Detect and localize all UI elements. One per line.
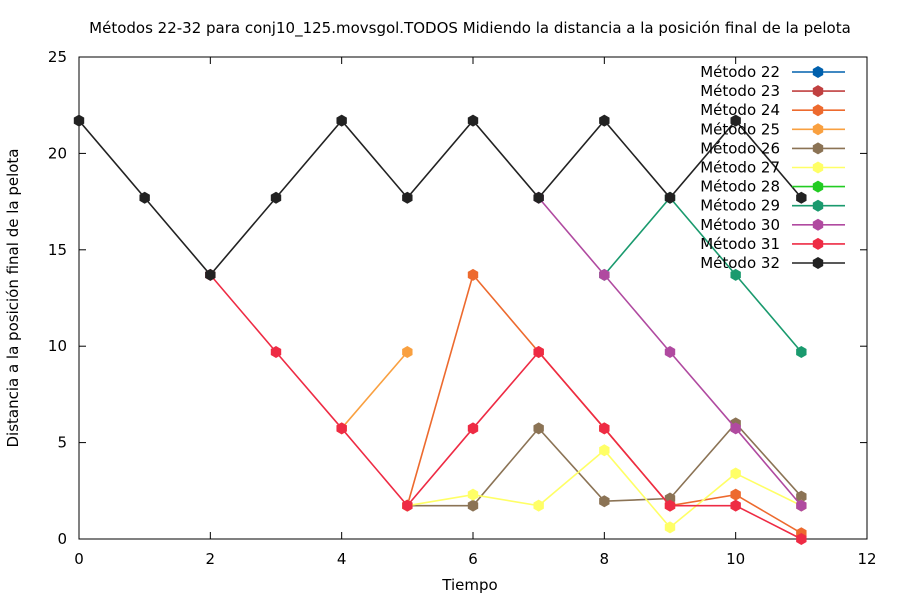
legend-label: Método 27 (700, 159, 780, 177)
data-point (205, 268, 216, 281)
legend-marker (812, 180, 824, 193)
x-axis: 0 2 4 6 8 10 12 (74, 57, 877, 568)
data-point (533, 191, 544, 204)
data-point (730, 499, 741, 512)
data-point (270, 345, 282, 358)
data-point (796, 345, 807, 358)
data-point (599, 422, 610, 435)
legend-marker (812, 218, 824, 231)
series-line (341, 351, 408, 429)
data-point (730, 488, 741, 501)
data-point (467, 268, 479, 281)
y-tick-label: 0 (57, 530, 67, 548)
series-10 (73, 114, 807, 281)
legend-marker (812, 161, 824, 174)
data-point (664, 191, 676, 204)
legend-label: Método 31 (700, 235, 780, 253)
legend-marker (812, 257, 824, 269)
series-line (78, 119, 802, 277)
y-axis-label: Distancia a la posición final de la pelo… (4, 148, 22, 447)
legend-label: Método 30 (700, 216, 780, 234)
legend-label: Método 32 (700, 254, 780, 272)
data-point (664, 499, 676, 512)
data-point (533, 345, 544, 358)
y-tick-label: 20 (48, 144, 67, 162)
series-3 (336, 345, 413, 435)
data-point (599, 444, 610, 457)
legend-marker (812, 237, 824, 250)
data-point (533, 422, 544, 435)
y-tick-label: 5 (57, 434, 67, 452)
y-axis: 0 5 10 15 20 25 (48, 48, 867, 548)
legend-label: Método 26 (700, 139, 780, 157)
legend-label: Método 24 (700, 101, 780, 119)
series-5 (402, 444, 807, 534)
series-line (209, 274, 802, 540)
y-tick-label: 25 (48, 48, 67, 66)
chart-title: Métodos 22-32 para conj10_125.movsgol.TO… (89, 19, 851, 38)
legend-marker (812, 123, 824, 136)
data-point (730, 467, 741, 480)
x-tick-label: 10 (726, 550, 745, 568)
data-point (402, 191, 413, 204)
data-point (270, 191, 282, 204)
legend-marker (812, 199, 824, 212)
data-point (664, 345, 676, 358)
legend-label: Método 22 (700, 63, 780, 81)
data-point (139, 191, 150, 204)
legend-label: Método 25 (700, 120, 780, 138)
series-9 (205, 268, 807, 545)
data-point (730, 268, 741, 281)
x-tick-label: 4 (337, 550, 347, 568)
data-point (73, 114, 85, 127)
legend-label: Método 28 (700, 178, 780, 196)
series-line (407, 449, 802, 529)
x-tick-label: 6 (468, 550, 478, 568)
data-point (796, 191, 807, 204)
data-point (730, 422, 741, 435)
data-point (796, 533, 807, 545)
data-point (730, 114, 741, 127)
data-point (599, 495, 610, 508)
series-8 (533, 191, 807, 512)
data-point (336, 422, 347, 435)
y-tick-label: 15 (48, 241, 67, 259)
series-line (406, 273, 802, 534)
data-point (467, 488, 479, 501)
data-point (796, 490, 807, 503)
legend-marker (812, 85, 824, 98)
data-point (796, 499, 807, 512)
data-point (402, 499, 413, 512)
data-point (467, 499, 479, 512)
data-point (599, 268, 610, 281)
x-tick-label: 2 (206, 550, 216, 568)
data-point (533, 499, 544, 512)
data-point (664, 521, 676, 534)
legend-marker (812, 142, 824, 155)
data-point (402, 345, 413, 358)
y-tick-label: 10 (48, 337, 67, 355)
legend-label: Método 29 (700, 197, 780, 215)
legend-marker (812, 66, 824, 78)
legend-marker (812, 104, 824, 117)
legend-label: Método 23 (700, 82, 780, 100)
data-point (467, 114, 479, 127)
data-point (336, 114, 347, 127)
data-point (467, 422, 479, 435)
x-tick-label: 8 (600, 550, 610, 568)
x-axis-label: Tiempo (441, 576, 497, 594)
plot-area (73, 56, 868, 545)
series-line (603, 196, 802, 353)
data-point (599, 114, 610, 127)
x-tick-label: 12 (857, 550, 876, 568)
x-tick-label: 0 (74, 550, 84, 568)
